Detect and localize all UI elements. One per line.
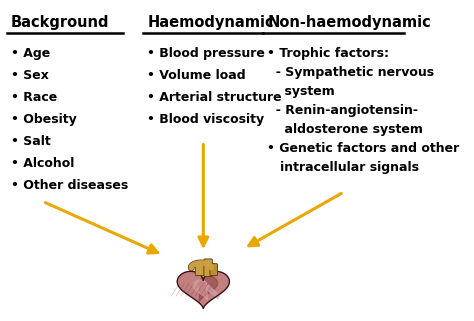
Text: • Obesity: • Obesity bbox=[11, 113, 76, 126]
FancyBboxPatch shape bbox=[195, 261, 205, 276]
Text: • Other diseases: • Other diseases bbox=[11, 179, 128, 192]
Text: - Sympathetic nervous: - Sympathetic nervous bbox=[267, 66, 435, 79]
Text: • Blood pressure: • Blood pressure bbox=[147, 47, 265, 60]
Text: • Blood viscosity: • Blood viscosity bbox=[147, 113, 264, 126]
Text: • Alcohol: • Alcohol bbox=[11, 157, 74, 170]
Text: • Genetic factors and other: • Genetic factors and other bbox=[267, 142, 460, 155]
Text: • Volume load: • Volume load bbox=[147, 69, 246, 82]
Text: • Sex: • Sex bbox=[11, 69, 49, 82]
Text: Non-haemodynamic: Non-haemodynamic bbox=[267, 15, 431, 30]
Polygon shape bbox=[199, 276, 218, 302]
FancyBboxPatch shape bbox=[204, 259, 212, 277]
Text: system: system bbox=[267, 85, 335, 98]
Polygon shape bbox=[207, 285, 219, 299]
Polygon shape bbox=[193, 280, 207, 300]
Text: - Renin-angiotensin-: - Renin-angiotensin- bbox=[267, 104, 419, 117]
Text: aldosterone system: aldosterone system bbox=[267, 123, 423, 136]
Text: Haemodynamic: Haemodynamic bbox=[147, 15, 274, 30]
Text: • Race: • Race bbox=[11, 91, 57, 104]
Polygon shape bbox=[177, 271, 229, 308]
Text: • Arterial structure: • Arterial structure bbox=[147, 91, 282, 104]
Text: intracellular signals: intracellular signals bbox=[267, 160, 419, 173]
Text: • Trophic factors:: • Trophic factors: bbox=[267, 47, 390, 60]
Text: Background: Background bbox=[11, 15, 109, 30]
Text: • Salt: • Salt bbox=[11, 135, 51, 148]
Text: • Age: • Age bbox=[11, 47, 50, 60]
FancyBboxPatch shape bbox=[210, 264, 218, 276]
